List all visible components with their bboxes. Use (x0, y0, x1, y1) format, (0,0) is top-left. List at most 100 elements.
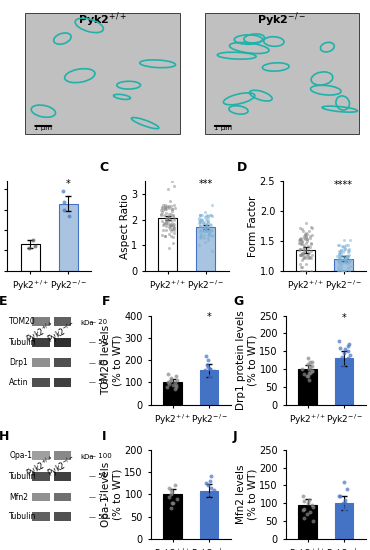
Point (337, 260, 343, 268)
Point (344, 342, 350, 350)
Point (298, 251, 304, 260)
Point (169, 224, 175, 233)
Point (306, 368, 312, 377)
Point (198, 226, 204, 235)
Point (196, 216, 202, 225)
Point (335, 266, 341, 275)
Point (206, 229, 212, 238)
Point (304, 372, 310, 381)
Point (346, 266, 352, 275)
FancyBboxPatch shape (54, 359, 71, 367)
Text: Pyk2$^{+/+}$: Pyk2$^{+/+}$ (78, 11, 127, 29)
Point (198, 215, 204, 224)
Text: Pyk2$^{-/-}$: Pyk2$^{-/-}$ (45, 318, 80, 346)
Text: *: * (66, 179, 70, 189)
Point (301, 231, 307, 240)
Point (165, 220, 171, 229)
Point (345, 252, 351, 261)
Point (339, 256, 345, 265)
Point (171, 214, 176, 223)
Point (300, 492, 306, 500)
Text: 1 μm: 1 μm (214, 125, 232, 131)
FancyBboxPatch shape (54, 472, 71, 481)
Point (334, 262, 340, 271)
Point (174, 381, 179, 389)
Point (205, 490, 211, 499)
Point (162, 205, 168, 214)
Point (336, 336, 342, 345)
Text: — 50: — 50 (89, 379, 107, 386)
Point (172, 378, 178, 387)
Point (336, 257, 342, 266)
Point (165, 203, 171, 212)
Point (159, 204, 165, 212)
Point (341, 503, 347, 512)
Point (200, 219, 206, 228)
Point (296, 239, 302, 248)
Point (302, 231, 308, 240)
Point (307, 243, 313, 252)
Point (308, 223, 314, 232)
Point (339, 241, 344, 250)
Point (170, 499, 176, 508)
Point (337, 266, 343, 275)
Text: A: A (4, 0, 13, 3)
Point (171, 226, 176, 235)
Point (338, 262, 344, 271)
Point (197, 227, 203, 236)
Point (302, 245, 308, 254)
Point (299, 249, 305, 257)
Point (158, 210, 164, 218)
Point (205, 223, 211, 232)
Point (197, 226, 203, 234)
Point (197, 221, 203, 230)
Y-axis label: Mfn2 levels
(% to WT): Mfn2 levels (% to WT) (236, 465, 258, 524)
Point (207, 365, 213, 373)
Point (303, 218, 309, 227)
Point (209, 200, 215, 209)
Text: C: C (99, 161, 108, 174)
Point (301, 243, 307, 251)
Point (340, 248, 346, 256)
Point (297, 245, 303, 254)
Point (197, 211, 203, 219)
Point (171, 228, 177, 237)
Text: Drp1: Drp1 (9, 359, 28, 367)
Point (203, 214, 209, 223)
Text: kDa: kDa (81, 320, 94, 326)
Point (305, 499, 310, 508)
Point (340, 352, 346, 361)
Point (303, 260, 309, 268)
Point (205, 217, 211, 226)
Point (208, 227, 213, 235)
Point (298, 234, 304, 243)
Point (167, 197, 173, 206)
Point (343, 256, 349, 265)
Text: Pyk2$^{-/-}$: Pyk2$^{-/-}$ (45, 453, 80, 481)
Point (203, 221, 209, 229)
Text: Opa-1: Opa-1 (9, 452, 32, 460)
Point (303, 228, 309, 237)
Point (165, 216, 171, 225)
Point (343, 257, 349, 266)
Point (299, 250, 305, 259)
Point (304, 236, 310, 245)
Point (299, 238, 305, 246)
Point (335, 256, 341, 265)
Point (168, 503, 174, 512)
Point (205, 231, 211, 240)
Point (198, 232, 204, 240)
Point (336, 249, 342, 258)
Point (297, 266, 303, 275)
Point (306, 365, 312, 373)
Point (166, 492, 172, 501)
Point (211, 486, 217, 494)
Point (341, 255, 347, 263)
Point (202, 238, 208, 246)
Point (174, 376, 180, 384)
Point (342, 499, 348, 508)
Point (168, 490, 174, 499)
Point (208, 373, 214, 382)
Text: TOM20: TOM20 (9, 317, 36, 326)
Point (299, 255, 305, 264)
